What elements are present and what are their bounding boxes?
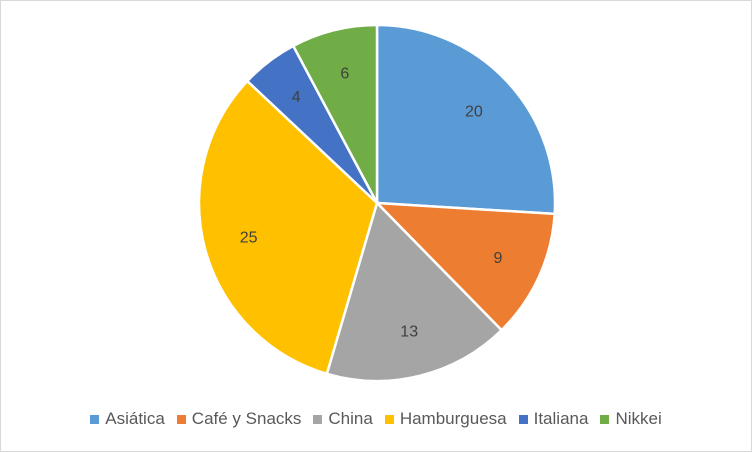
legend-item-cafe-y-snacks: Café y Snacks	[176, 409, 302, 429]
legend-swatch	[384, 414, 394, 424]
legend-swatch	[600, 414, 610, 424]
pie-chart: 20 9 13 25 4 6	[197, 23, 557, 383]
pie-data-label: 9	[494, 250, 503, 267]
pie-slice-asiatica	[375, 23, 557, 216]
legend-swatch	[176, 414, 186, 424]
legend-swatch	[313, 414, 323, 424]
legend-item-hamburguesa: Hamburguesa	[384, 409, 507, 429]
legend-swatch	[518, 414, 528, 424]
legend-item-asiatica: Asiática	[90, 409, 165, 429]
pie-slice-cafe-y-snacks	[375, 201, 556, 332]
legend-item-italiana: Italiana	[518, 409, 589, 429]
pie-slices	[197, 23, 557, 383]
legend-label: Café y Snacks	[191, 409, 302, 428]
pie-data-label: 20	[465, 103, 483, 120]
pie-slice-nikkei	[292, 23, 379, 205]
legend-label: Asiática	[105, 409, 165, 428]
legend-item-nikkei: Nikkei	[600, 409, 662, 429]
pie-data-label: 13	[400, 324, 418, 341]
legend-label: Hamburguesa	[399, 409, 507, 428]
pie-slice-hamburguesa	[197, 79, 379, 376]
legend-label: Italiana	[533, 409, 589, 428]
pie-data-label: 6	[340, 66, 349, 83]
pie-data-label: 25	[240, 229, 258, 246]
pie-data-labels: 20 9 13 25 4 6	[240, 66, 503, 341]
pie-slice-china	[325, 201, 503, 383]
legend-swatch	[90, 414, 100, 424]
pie-data-label: 4	[292, 89, 301, 106]
legend-label: Nikkei	[615, 409, 662, 428]
legend-label: China	[328, 409, 373, 428]
legend-item-china: China	[313, 409, 373, 429]
legend: Asiática Café y Snacks China Hamburguesa…	[1, 409, 751, 429]
